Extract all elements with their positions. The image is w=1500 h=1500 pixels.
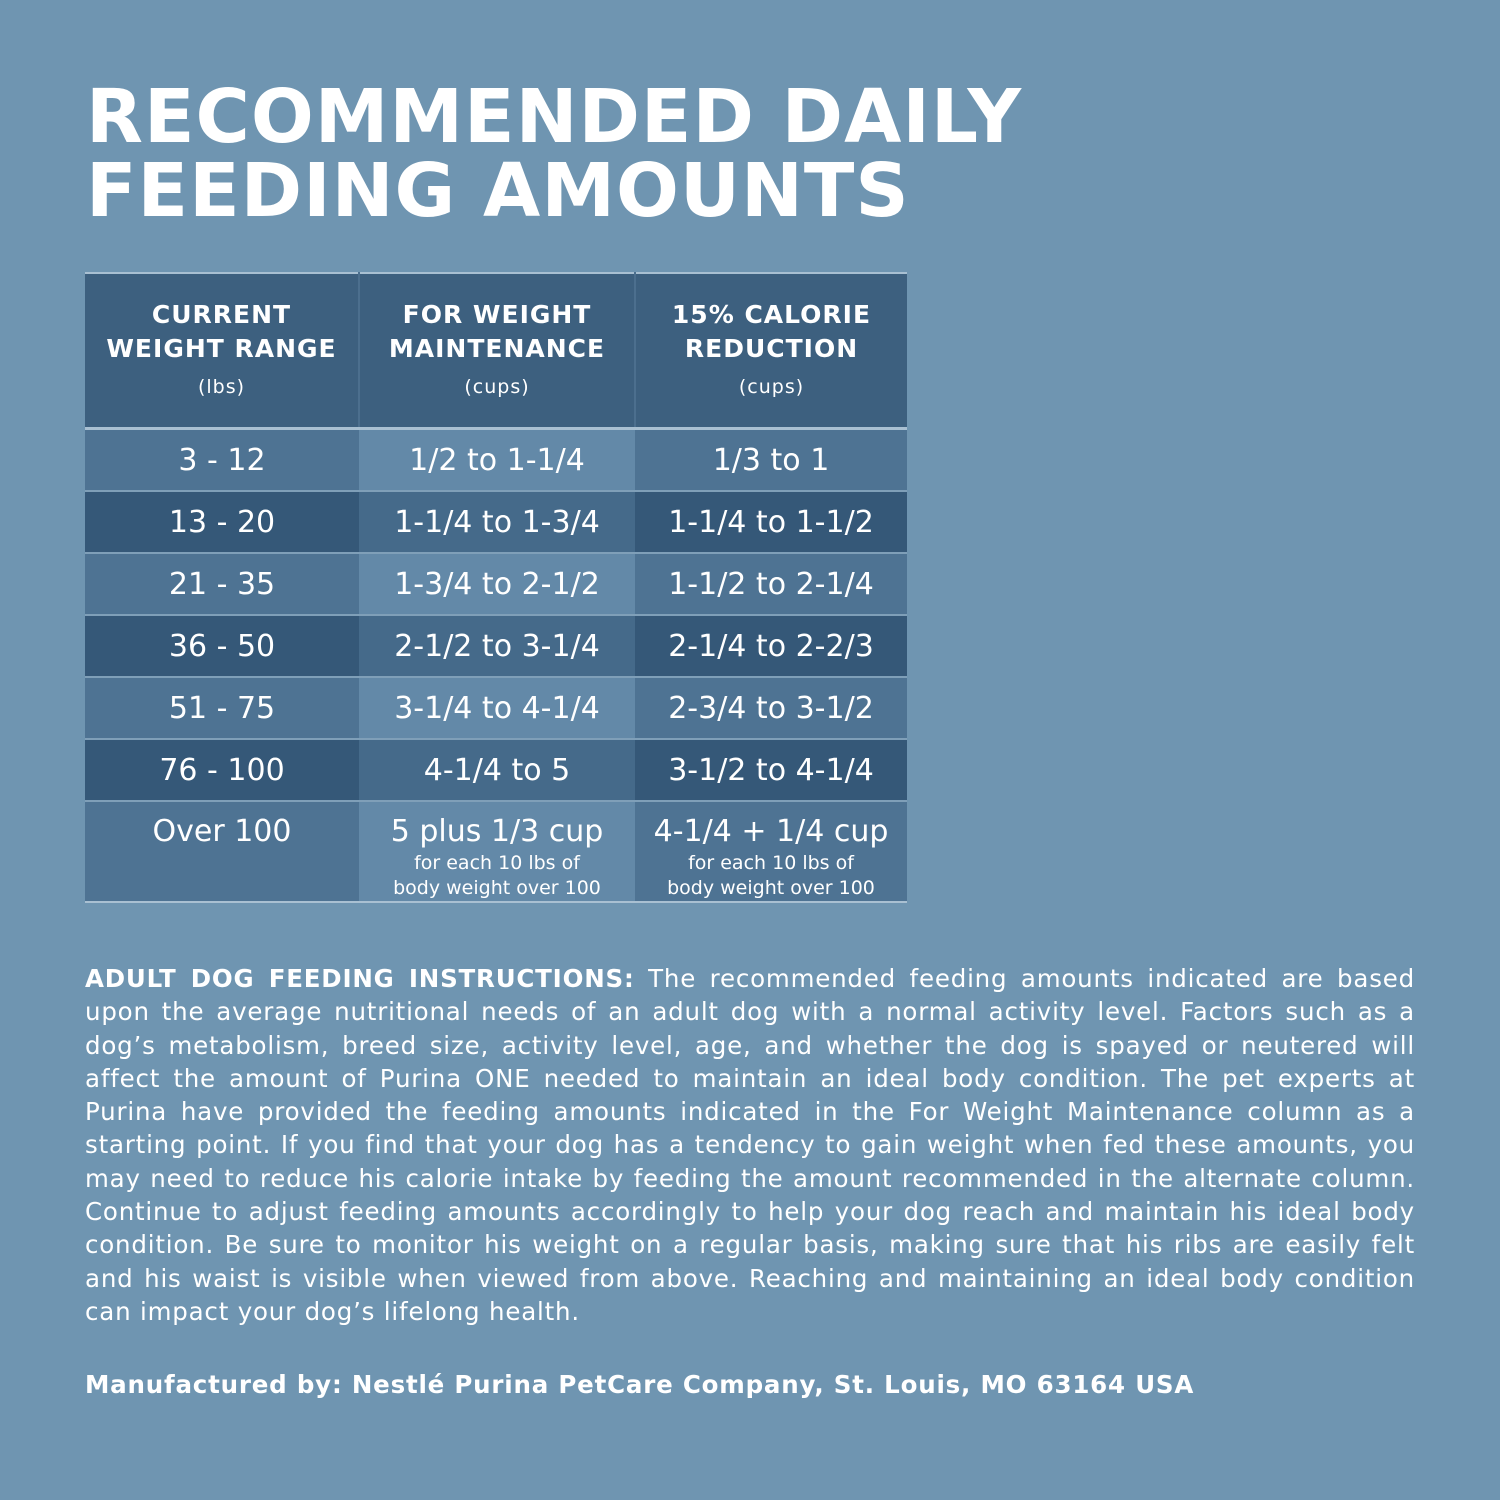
weight-cell: 3 - 12 [85,428,359,492]
maintenance-cell: 1/2 to 1-1/4 [359,428,635,492]
weight-cell: 76 - 100 [85,739,359,802]
table-row-over-100: Over 100 5 plus 1/3 cup for each 10 lbs … [85,801,907,902]
reduction-cell: 4-1/4 + 1/4 cup for each 10 lbs of body … [635,801,907,902]
reduction-cell: 2-3/4 to 3-1/2 [635,677,907,740]
weight-over-100: Over 100 [152,814,292,849]
maintenance-note-line-2: body weight over 100 [393,877,601,899]
table-row: 3 - 12 1/2 to 1-1/4 1/3 to 1 [85,428,907,492]
weight-cell: 13 - 20 [85,491,359,554]
header-weight-line-2: WEIGHT RANGE [106,333,337,363]
reduction-cell: 2-1/4 to 2-2/3 [635,615,907,678]
reduction-cell: 1-1/2 to 2-1/4 [635,553,907,616]
header-weight-range: CURRENT WEIGHT RANGE (lbs) [85,273,360,429]
feeding-instructions: ADULT DOG FEEDING INSTRUCTIONS: The reco… [85,962,1415,1328]
maintenance-cell: 1-3/4 to 2-1/2 [359,553,635,616]
weight-cell: 36 - 50 [85,615,359,678]
reduction-note-line-1: for each 10 lbs of [688,852,854,874]
table-row: 21 - 35 1-3/4 to 2-1/2 1-1/2 to 2-1/4 [85,553,907,616]
title-line-1: RECOMMENDED DAILY [86,74,1023,160]
instructions-heading: ADULT DOG FEEDING INSTRUCTIONS: [85,964,635,993]
header-weight-line-1: CURRENT [151,299,292,329]
title-line-2: FEEDING AMOUNTS [86,148,910,234]
header-maintenance-line-2: MAINTENANCE [388,333,606,363]
weight-cell: 21 - 35 [85,553,359,616]
weight-cell: 51 - 75 [85,677,359,740]
header-maintenance-unit: (cups) [464,375,530,398]
header-reduction-line-1: 15% CALORIE [671,299,872,329]
table-row: 76 - 100 4-1/4 to 5 3-1/2 to 4-1/4 [85,739,907,802]
table-row: 51 - 75 3-1/4 to 4-1/4 2-3/4 to 3-1/2 [85,677,907,740]
reduction-cell: 1/3 to 1 [635,428,907,492]
reduction-cell: 3-1/2 to 4-1/4 [635,739,907,802]
header-calorie-reduction: 15% CALORIE REDUCTION (cups) [635,273,907,429]
table-header-row: CURRENT WEIGHT RANGE (lbs) FOR WEIGHT MA… [85,273,907,429]
page-title: RECOMMENDED DAILY FEEDING AMOUNTS [86,80,1022,228]
table-row: 13 - 20 1-1/4 to 1-3/4 1-1/4 to 1-1/2 [85,491,907,554]
maintenance-cell: 5 plus 1/3 cup for each 10 lbs of body w… [359,801,635,902]
maintenance-cell: 1-1/4 to 1-3/4 [359,491,635,554]
weight-cell: Over 100 [85,801,359,902]
maintenance-over-100: 5 plus 1/3 cup [390,814,604,849]
header-maintenance-line-1: FOR WEIGHT [402,299,592,329]
maintenance-note-line-1: for each 10 lbs of [414,852,580,874]
reduction-cell: 1-1/4 to 1-1/2 [635,491,907,554]
header-maintenance: FOR WEIGHT MAINTENANCE (cups) [359,273,636,429]
header-reduction-line-2: REDUCTION [684,333,859,363]
table-row: 36 - 50 2-1/2 to 3-1/4 2-1/4 to 2-2/3 [85,615,907,678]
header-weight-unit: (lbs) [197,375,246,398]
reduction-over-100: 4-1/4 + 1/4 cup [653,814,889,849]
maintenance-cell: 3-1/4 to 4-1/4 [359,677,635,740]
maintenance-cell: 4-1/4 to 5 [359,739,635,802]
manufacturer-info: Manufactured by: Nestlé Purina PetCare C… [85,1370,1195,1399]
header-reduction-unit: (cups) [738,375,805,398]
reduction-note-line-2: body weight over 100 [667,877,875,899]
feeding-table: CURRENT WEIGHT RANGE (lbs) FOR WEIGHT MA… [85,272,907,903]
maintenance-cell: 2-1/2 to 3-1/4 [359,615,635,678]
instructions-body: The recommended feeding amounts indicate… [85,964,1415,1326]
